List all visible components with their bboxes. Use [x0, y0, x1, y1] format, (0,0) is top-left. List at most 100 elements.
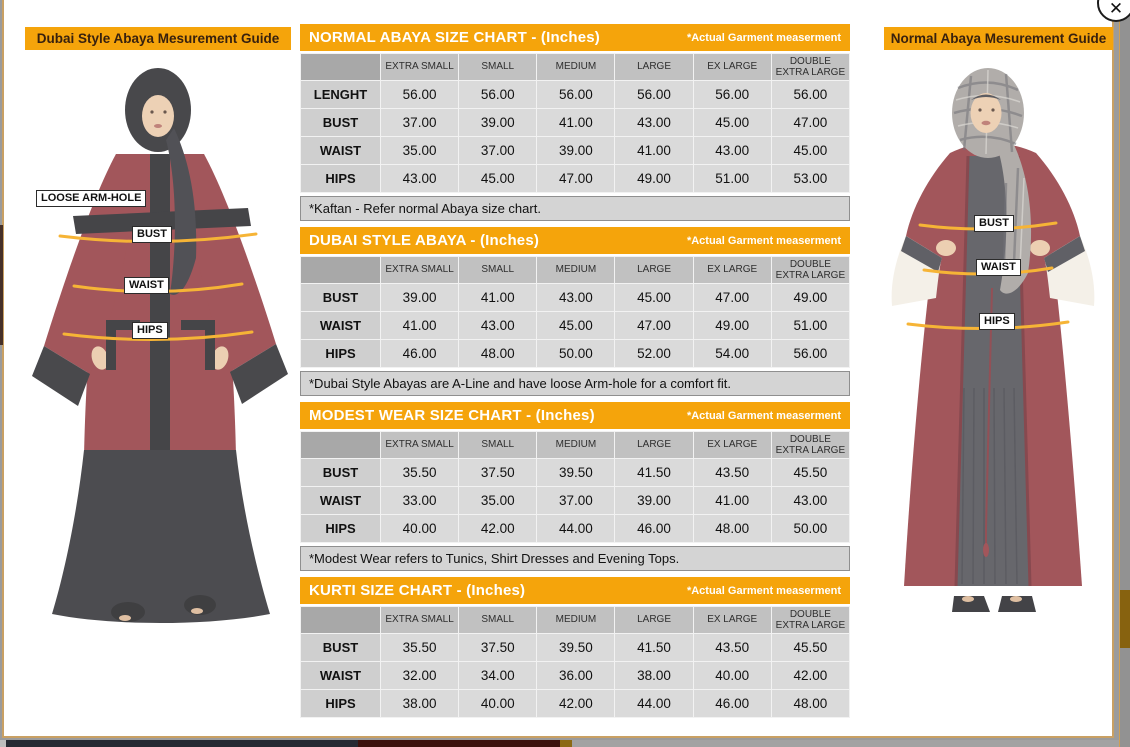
corner-cell	[300, 431, 381, 459]
chart-title: MODEST WEAR SIZE CHART - (Inches)	[309, 407, 595, 424]
row-label: HIPS	[300, 339, 381, 368]
size-value-cell: 56.00	[770, 80, 851, 109]
size-value-cell: 46.00	[379, 339, 460, 368]
column-header: SMALL	[458, 53, 538, 81]
size-value-cell: 41.00	[614, 136, 694, 165]
header-row: EXTRA SMALL SMALL MEDIUM LARGE EX LARGE DOUBL…	[300, 606, 851, 634]
size-value-cell: 49.00	[692, 311, 772, 340]
table-row: BUST 35.50 37.50 39.50 41.50 43.50 45.50	[300, 633, 851, 662]
table-row: WAIST 35.00 37.00 39.00 41.00 43.00 45.00	[300, 136, 851, 165]
measure-label-waist: WAIST	[124, 277, 169, 294]
column-header: DOUBLE EXTRA LARGE	[770, 256, 851, 284]
column-header: SMALL	[458, 431, 538, 459]
header-row: EXTRA SMALL SMALL MEDIUM LARGE EX LARGE DOUBL…	[300, 431, 851, 459]
size-value-cell: 37.00	[458, 136, 538, 165]
size-value-cell: 41.00	[692, 486, 772, 515]
size-value-cell: 56.00	[458, 80, 538, 109]
size-chart-section: MODEST WEAR SIZE CHART - (Inches) *Actual…	[300, 402, 851, 571]
chart-title-bar: DUBAI STYLE ABAYA - (Inches) *Actual Garm…	[300, 227, 850, 254]
row-label: HIPS	[300, 164, 381, 193]
chart-title-bar: MODEST WEAR SIZE CHART - (Inches) *Actual…	[300, 402, 850, 429]
size-value-cell: 45.00	[770, 136, 851, 165]
size-value-cell: 38.00	[614, 661, 694, 690]
table-row: BUST 35.50 37.50 39.50 41.50 43.50 45.50	[300, 458, 851, 487]
close-button[interactable]: ✕	[1097, 0, 1130, 22]
size-value-cell: 46.00	[614, 514, 694, 543]
size-value-cell: 46.00	[692, 689, 772, 718]
size-value-cell: 43.50	[692, 458, 772, 487]
size-table: EXTRA SMALL SMALL MEDIUM LARGE EX LARGE DOUBL…	[300, 606, 851, 718]
row-label: HIPS	[300, 689, 381, 718]
size-chart-section: NORMAL ABAYA SIZE CHART - (Inches) *Actua…	[300, 24, 851, 221]
measure-label-hips: HIPS	[979, 313, 1015, 330]
size-value-cell: 35.50	[379, 633, 460, 662]
column-header: SMALL	[458, 606, 538, 634]
dubai-style-abaya-model-image	[28, 58, 293, 628]
size-value-cell: 45.50	[770, 458, 851, 487]
row-label: WAIST	[300, 486, 381, 515]
size-value-cell: 51.00	[770, 311, 851, 340]
size-value-cell: 43.00	[458, 311, 538, 340]
size-value-cell: 43.00	[692, 136, 772, 165]
background-page-fragment	[358, 740, 560, 747]
chart-note: *Actual Garment measerment	[686, 234, 841, 247]
column-header: MEDIUM	[536, 256, 616, 284]
measure-label-hips: HIPS	[132, 322, 168, 339]
column-header: DOUBLE EXTRA LARGE	[770, 53, 851, 81]
size-value-cell: 43.00	[379, 164, 460, 193]
size-value-cell: 44.00	[614, 689, 694, 718]
column-header: DOUBLE EXTRA LARGE	[770, 606, 851, 634]
column-header: SMALL	[458, 256, 538, 284]
chart-title: NORMAL ABAYA SIZE CHART - (Inches)	[309, 29, 600, 46]
row-label: BUST	[300, 633, 381, 662]
size-value-cell: 32.00	[379, 661, 460, 690]
scrollbar[interactable]	[1119, 0, 1130, 747]
column-header: EX LARGE	[692, 256, 772, 284]
row-label: WAIST	[300, 136, 381, 165]
size-value-cell: 47.00	[692, 283, 772, 312]
chart-title-bar: NORMAL ABAYA SIZE CHART - (Inches) *Actua…	[300, 24, 850, 51]
size-value-cell: 50.00	[536, 339, 616, 368]
background-page-fragment	[0, 225, 3, 345]
column-header: DOUBLE EXTRA LARGE	[770, 431, 851, 459]
size-value-cell: 45.50	[770, 633, 851, 662]
size-value-cell: 39.00	[458, 108, 538, 137]
measure-label-waist: WAIST	[976, 259, 1021, 276]
size-value-cell: 56.00	[614, 80, 694, 109]
size-value-cell: 49.00	[614, 164, 694, 193]
size-value-cell: 45.00	[692, 108, 772, 137]
size-value-cell: 35.00	[379, 136, 460, 165]
close-icon: ✕	[1108, 0, 1124, 18]
column-header: LARGE	[614, 431, 694, 459]
table-row: WAIST 33.00 35.00 37.00 39.00 41.00 43.00	[300, 486, 851, 515]
size-value-cell: 42.00	[458, 514, 538, 543]
row-label: WAIST	[300, 311, 381, 340]
chart-footnote: *Kaftan - Refer normal Abaya size chart.	[300, 196, 850, 221]
size-value-cell: 44.00	[536, 514, 616, 543]
column-header: LARGE	[614, 256, 694, 284]
size-value-cell: 37.00	[379, 108, 460, 137]
size-chart-section: KURTI SIZE CHART - (Inches) *Actual Garme…	[300, 577, 851, 718]
scrollbar-thumb[interactable]	[1120, 590, 1130, 648]
right-guide-title: Normal Abaya Mesurement Guide	[884, 27, 1113, 50]
background-page-fragment	[572, 740, 1130, 747]
column-header: EX LARGE	[692, 431, 772, 459]
row-label: BUST	[300, 458, 381, 487]
size-value-cell: 52.00	[614, 339, 694, 368]
size-value-cell: 43.00	[614, 108, 694, 137]
size-value-cell: 34.00	[458, 661, 538, 690]
table-row: HIPS 38.00 40.00 42.00 44.00 46.00 48.00	[300, 689, 851, 718]
size-value-cell: 53.00	[770, 164, 851, 193]
table-row: WAIST 41.00 43.00 45.00 47.00 49.00 51.00	[300, 311, 851, 340]
size-value-cell: 45.00	[614, 283, 694, 312]
column-header: LARGE	[614, 606, 694, 634]
chart-note: *Actual Garment measerment	[686, 409, 841, 422]
size-value-cell: 56.00	[536, 80, 616, 109]
size-value-cell: 40.00	[458, 689, 538, 718]
size-value-cell: 49.00	[770, 283, 851, 312]
left-guide-title: Dubai Style Abaya Mesurement Guide	[25, 27, 291, 50]
corner-cell	[300, 53, 381, 81]
size-value-cell: 54.00	[692, 339, 772, 368]
size-value-cell: 48.00	[770, 689, 851, 718]
size-value-cell: 39.50	[536, 458, 616, 487]
